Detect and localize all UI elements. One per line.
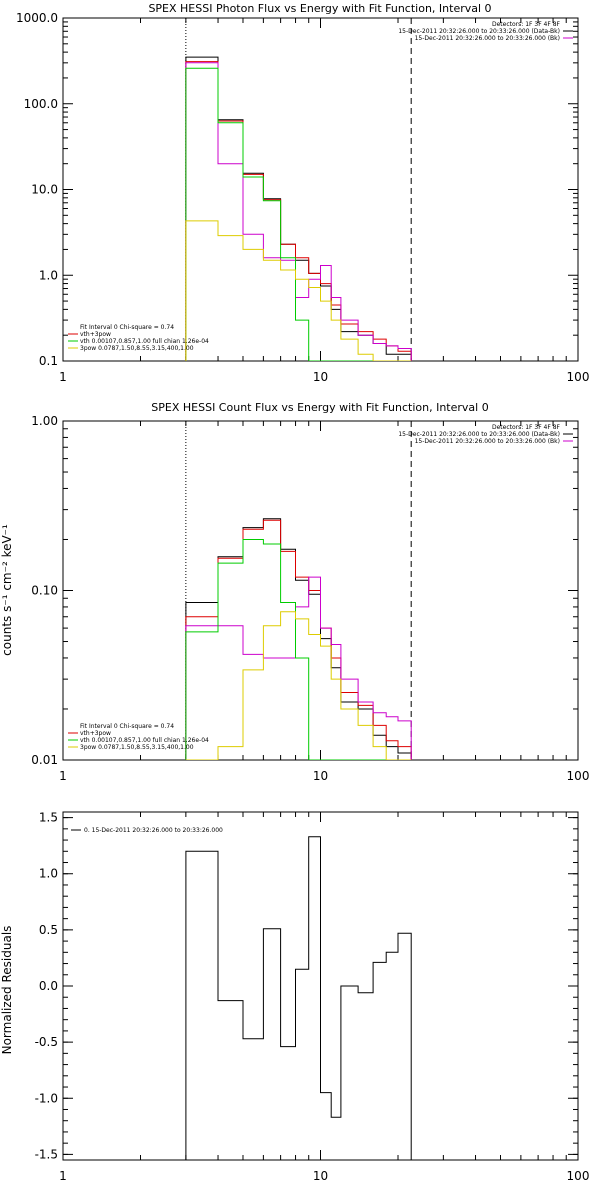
count-info-line: Detectors: 1F 3F 4F 8F [492, 424, 561, 431]
residuals-x-tick-label: 10 [313, 1169, 328, 1183]
photon-fit-legend-line: Fit Interval 0 Chi-square = 0.74 [80, 324, 174, 331]
residuals-y-tick-label: 1.5 [39, 811, 58, 825]
count-series-3 [185, 539, 412, 760]
photon-info-line: 15-Dec-2011 20:32:26.000 to 20:33:26.000… [415, 35, 560, 42]
residuals-x-tick-label: 100 [567, 1169, 590, 1183]
photon-traces [185, 56, 412, 361]
photon-y-tick-label: 100.0 [24, 97, 58, 111]
photon-series-3 [185, 67, 412, 361]
count-fit-legend-line: 3pow 0.0787,1.50,8.55,3.15,400,1.00 [80, 744, 194, 751]
photon-series-4 [185, 220, 412, 361]
count-panel-plot: 1 10 100 0.01 0.10 1.00 Detectors: 1F 3F 4F 8F… [31, 414, 589, 783]
photon-fit-legend-line: vth 0.00107,0.857,1.00 full chian 1.26e-… [80, 338, 209, 345]
residuals-y-tick-label: 0.5 [39, 923, 58, 937]
photon-x-tick-label: 100 [567, 370, 590, 384]
photon-y-axis: 0.1 1.0 10.0 100.0 1000.0 [16, 11, 578, 368]
count-traces [185, 518, 412, 760]
residuals-y-axis: -1.5 -1.0 -0.5 0.0 0.5 1.0 1.5 [35, 811, 578, 1161]
photon-info-line: 15-Dec-2011 20:32:26.000 to 20:33:26.000… [398, 28, 560, 35]
count-x-tick-label: 10 [313, 769, 328, 783]
photon-fit-legend-line: 3pow 0.0787,1.50,8.55,3.15,400,1.00 [80, 345, 194, 352]
count-y-tick-label: 0.01 [31, 753, 58, 767]
count-fit-legend-line: vth+3pow [80, 730, 111, 737]
photon-series-2 [185, 62, 412, 361]
residuals-y-tick-label: -0.5 [35, 1035, 58, 1049]
photon-y-tick-label: 0.1 [39, 354, 58, 368]
count-y-tick-label: 0.10 [31, 584, 58, 598]
residuals-legend-label: 0. 15-Dec-2011 20:32:26.000 to 20:33:26.… [84, 827, 223, 834]
photon-y-tick-label: 1000.0 [16, 11, 58, 25]
count-y-axis: 0.01 0.10 1.00 [31, 414, 578, 767]
residuals-y-tick-label: 1.0 [39, 867, 58, 881]
count-series-2 [185, 576, 412, 760]
count-y-tick-label: 1.00 [31, 414, 58, 428]
count-x-tick-label: 100 [567, 769, 590, 783]
residuals-series-0 [185, 836, 412, 1160]
photon-fit-legend-line: vth+3pow [80, 331, 111, 338]
count-info-line: 15-Dec-2011 20:32:26.000 to 20:33:26.000… [415, 438, 560, 445]
count-fit-legend-line: Fit Interval 0 Chi-square = 0.74 [80, 723, 174, 730]
count-series-4 [185, 611, 412, 760]
photon-info-line: Detectors: 1F 3F 4F 8F [492, 21, 561, 28]
count-panel-title: SPEX HESSI Count Flux vs Energy with Fit… [151, 401, 488, 414]
residuals-y-tick-label: 0.0 [39, 979, 58, 993]
photon-panel-title: SPEX HESSI Photon Flux vs Energy with Fi… [148, 2, 491, 15]
residuals-y-tick-label: -1.5 [35, 1147, 58, 1161]
count-x-tick-label: 1 [59, 769, 67, 783]
residuals-x-tick-label: 1 [59, 1169, 67, 1183]
photon-panel-plot: 1 10 100 0.1 1.0 10.0 100.0 1000.0 Detectors: 1F… [16, 11, 589, 384]
residuals-y-tick-label: -1.0 [35, 1091, 58, 1105]
residuals-panel-plot: 1 10 100 -1.5 -1.0 -0.5 0.0 0.5 1.0 1.5 0. 15-Dec-… [35, 811, 590, 1183]
count-fit-legend-line: vth 0.00107,0.857,1.00 full chian 1.26e-… [80, 737, 209, 744]
residuals-traces [185, 836, 412, 1160]
count-panel-ylabel: counts s⁻¹ cm⁻² keV⁻¹ [0, 524, 14, 656]
residuals-panel-ylabel: Normalized Residuals [0, 926, 14, 1055]
photon-x-tick-label: 10 [313, 370, 328, 384]
count-info-line: 15-Dec-2011 20:32:26.000 to 20:33:26.000… [398, 431, 560, 438]
photon-y-tick-label: 1.0 [39, 268, 58, 282]
photon-y-tick-label: 10.0 [31, 183, 58, 197]
photon-x-tick-label: 1 [59, 370, 67, 384]
photon-x-axis: 1 10 100 [59, 18, 589, 384]
